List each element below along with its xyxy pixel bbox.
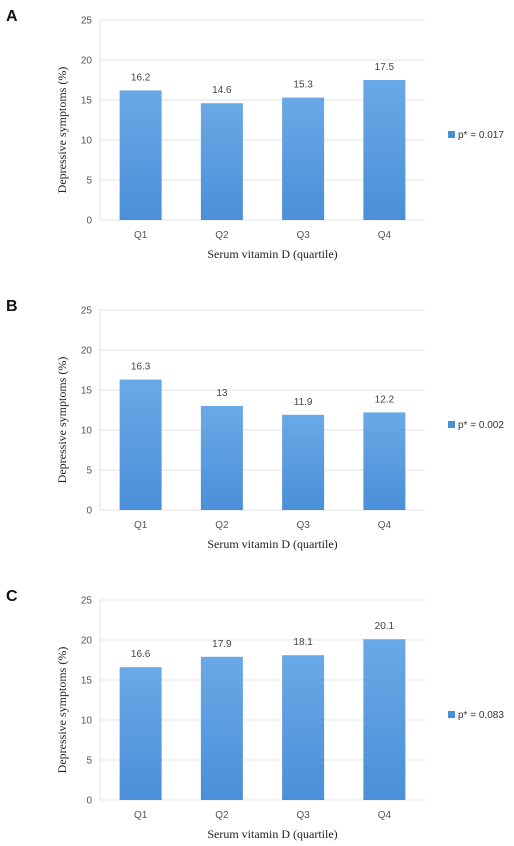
data-label: 17.9 — [212, 639, 232, 650]
bar — [119, 379, 162, 510]
y-tick-label: 15 — [81, 386, 93, 397]
x-tick-label: Q4 — [378, 230, 392, 241]
bar — [282, 655, 325, 800]
bar — [200, 656, 243, 800]
y-tick-label: 20 — [81, 346, 93, 357]
y-tick-label: 20 — [81, 56, 93, 67]
y-axis-title: Depressive symptoms (%) — [55, 647, 69, 774]
panel-b: B 0 5 10 15 20 25 16.3 Q1 13 Q2 11.9 Q3 12.2 Q4 Serum … — [0, 298, 514, 568]
x-axis-title: Serum vitamin D (quartile) — [207, 247, 337, 261]
bar-chart-b: 0 5 10 15 20 25 16.3 Q1 13 Q2 11.9 Q3 12.2 Q4 Serum vi… — [55, 306, 504, 552]
panel-label: A — [6, 8, 18, 25]
x-tick-label: Q2 — [215, 810, 229, 821]
y-tick-label: 5 — [86, 176, 92, 187]
legend-label: p* = 0.083 — [458, 710, 504, 721]
y-tick-label: 0 — [86, 796, 92, 807]
bar — [119, 90, 162, 221]
y-tick-label: 20 — [81, 636, 93, 647]
y-tick-label: 0 — [86, 506, 92, 517]
bar-chart-a: 0 5 10 15 20 25 16.2 Q1 14.6 Q2 15.3 Q3 17.5 Q4 Serum … — [55, 16, 504, 262]
x-axis-title: Serum vitamin D (quartile) — [207, 827, 337, 841]
legend-swatch — [448, 711, 455, 718]
y-axis-title: Depressive symptoms (%) — [55, 67, 69, 194]
bar — [200, 406, 243, 510]
y-tick-label: 10 — [81, 136, 93, 147]
legend-swatch — [448, 421, 455, 428]
bar — [363, 412, 406, 510]
x-tick-label: Q2 — [215, 520, 229, 531]
data-label: 12.2 — [375, 394, 395, 405]
data-label: 16.2 — [131, 72, 151, 83]
x-tick-label: Q4 — [378, 810, 392, 821]
data-label: 16.3 — [131, 362, 151, 373]
y-tick-label: 25 — [81, 596, 93, 607]
bar — [363, 80, 406, 220]
data-label: 13 — [216, 388, 228, 399]
legend-label: p* = 0.002 — [458, 420, 504, 431]
data-label: 17.5 — [375, 62, 395, 73]
panel-c: C 0 5 10 15 20 25 16.6 Q1 17.9 Q2 18.1 Q3 20.1 Q4 Seru… — [0, 588, 514, 846]
legend-label: p* = 0.017 — [458, 130, 504, 141]
data-label: 18.1 — [293, 637, 313, 648]
x-tick-label: Q1 — [134, 810, 148, 821]
y-tick-label: 5 — [86, 466, 92, 477]
data-label: 14.6 — [212, 85, 232, 96]
panel-label: C — [6, 588, 18, 605]
y-tick-label: 5 — [86, 756, 92, 767]
x-tick-label: Q2 — [215, 230, 229, 241]
y-tick-label: 0 — [86, 216, 92, 227]
x-tick-label: Q3 — [296, 810, 310, 821]
x-tick-label: Q1 — [134, 230, 148, 241]
y-tick-label: 15 — [81, 676, 93, 687]
y-axis-title: Depressive symptoms (%) — [55, 357, 69, 484]
bar — [363, 639, 406, 800]
y-tick-label: 25 — [81, 306, 93, 317]
x-tick-label: Q3 — [296, 520, 310, 531]
data-label: 11.9 — [294, 397, 313, 408]
x-tick-label: Q1 — [134, 520, 148, 531]
bar — [119, 667, 162, 800]
legend-swatch — [448, 131, 455, 138]
data-label: 15.3 — [293, 80, 313, 91]
y-tick-label: 10 — [81, 716, 93, 727]
x-tick-label: Q3 — [296, 230, 310, 241]
y-tick-label: 10 — [81, 426, 93, 437]
bar — [282, 97, 325, 220]
x-axis-title: Serum vitamin D (quartile) — [207, 537, 337, 551]
panel-label: B — [6, 298, 18, 315]
y-tick-label: 25 — [81, 16, 93, 27]
bar-chart-c: 0 5 10 15 20 25 16.6 Q1 17.9 Q2 18.1 Q3 20.1 Q4 Serum … — [55, 596, 504, 842]
panel-a: A 0 5 10 15 20 25 16.2 Q1 14.6 Q2 15.3 Q3 17.5 Q4 Seru… — [0, 8, 514, 278]
bar — [282, 414, 325, 510]
y-tick-label: 15 — [81, 96, 93, 107]
data-label: 20.1 — [375, 621, 395, 632]
x-tick-label: Q4 — [378, 520, 392, 531]
data-label: 16.6 — [131, 649, 151, 660]
bar — [200, 103, 243, 220]
